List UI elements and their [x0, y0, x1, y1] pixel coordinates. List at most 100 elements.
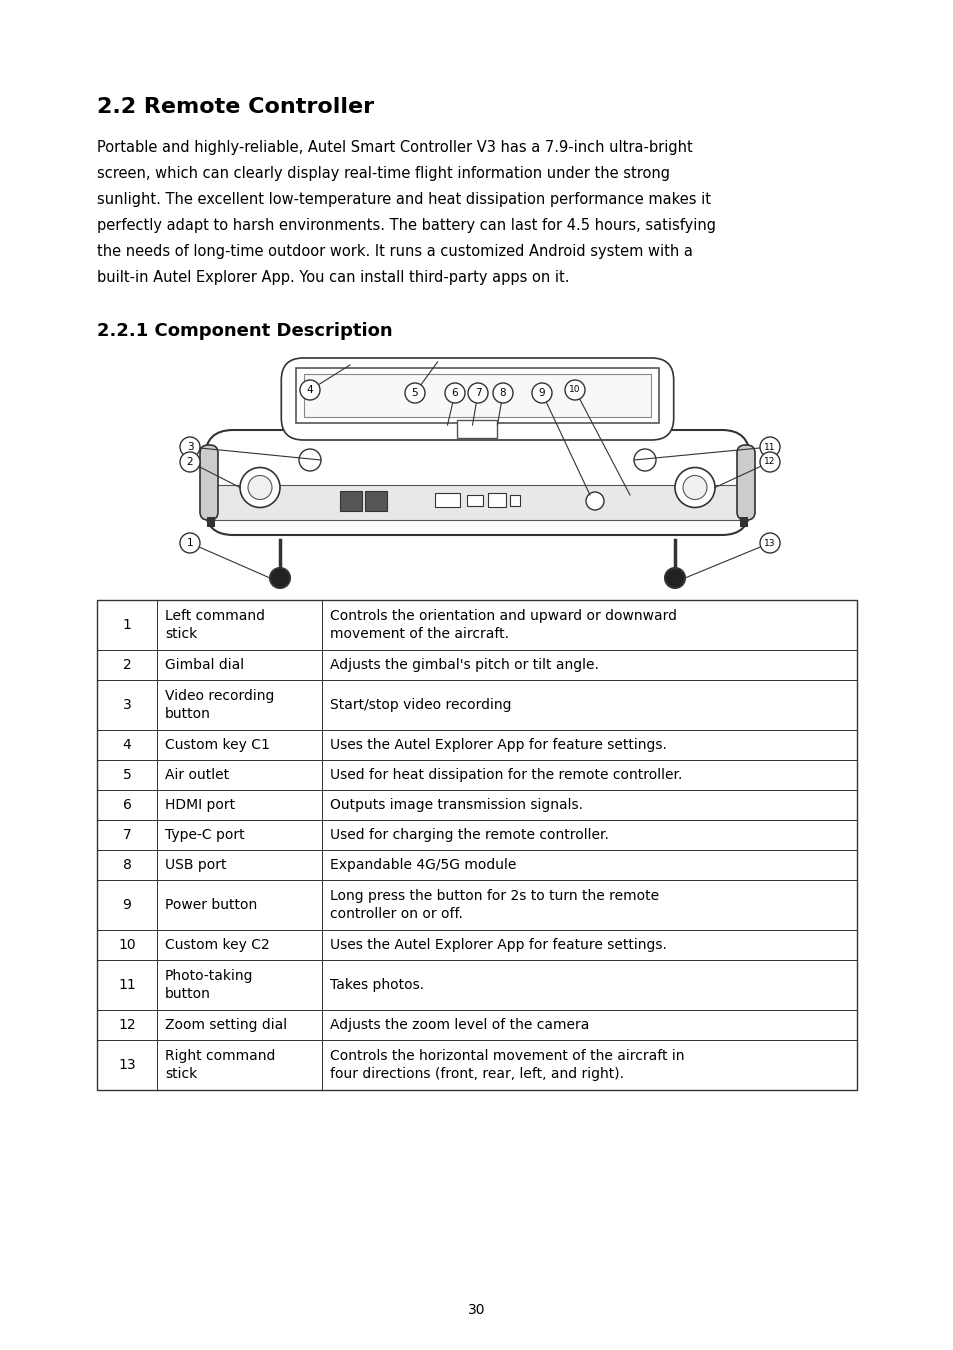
Bar: [339, 491, 361, 512]
Bar: [510, 495, 519, 506]
Circle shape: [180, 437, 200, 458]
Text: button: button: [165, 707, 211, 721]
Text: Gimbal dial: Gimbal dial: [165, 657, 244, 672]
Text: 13: 13: [118, 1058, 135, 1072]
Text: 10: 10: [569, 386, 580, 394]
Bar: [97, 599, 856, 1089]
Text: Power button: Power button: [165, 898, 257, 913]
Bar: [467, 495, 482, 506]
Bar: [97, 960, 856, 1010]
Text: Type-C port: Type-C port: [165, 828, 244, 842]
Circle shape: [405, 383, 424, 404]
Circle shape: [298, 450, 320, 471]
Text: 11: 11: [118, 977, 135, 992]
Circle shape: [270, 568, 290, 589]
Text: sunlight. The excellent low-temperature and heat dissipation performance makes i: sunlight. The excellent low-temperature …: [97, 192, 710, 207]
Text: 10: 10: [118, 938, 135, 952]
Text: Uses the Autel Explorer App for feature settings.: Uses the Autel Explorer App for feature …: [330, 938, 666, 952]
Text: Uses the Autel Explorer App for feature settings.: Uses the Autel Explorer App for feature …: [330, 738, 666, 752]
Text: Portable and highly-reliable, Autel Smart Controller V3 has a 7.9-inch ultra-bri: Portable and highly-reliable, Autel Smar…: [97, 140, 692, 155]
Circle shape: [675, 467, 714, 508]
Text: built-in Autel Explorer App. You can install third-party apps on it.: built-in Autel Explorer App. You can ins…: [97, 270, 569, 285]
Text: Video recording: Video recording: [165, 688, 274, 703]
Text: the needs of long-time outdoor work. It runs a customized Android system with a: the needs of long-time outdoor work. It …: [97, 244, 692, 259]
Text: 2: 2: [187, 458, 193, 467]
Text: 9: 9: [538, 387, 545, 398]
Circle shape: [760, 452, 780, 472]
Text: Takes photos.: Takes photos.: [330, 977, 424, 992]
Circle shape: [532, 383, 552, 404]
Bar: [457, 420, 497, 437]
Text: Adjusts the gimbal's pitch or tilt angle.: Adjusts the gimbal's pitch or tilt angle…: [330, 657, 598, 672]
Bar: [207, 485, 747, 520]
Text: 6: 6: [451, 387, 457, 398]
Circle shape: [760, 533, 780, 554]
Bar: [97, 730, 856, 760]
Text: 3: 3: [187, 441, 193, 452]
Text: controller on or off.: controller on or off.: [330, 907, 462, 921]
Circle shape: [760, 437, 780, 458]
Text: Used for charging the remote controller.: Used for charging the remote controller.: [330, 828, 608, 842]
Text: Right command: Right command: [165, 1049, 275, 1062]
Text: 9: 9: [122, 898, 132, 913]
Circle shape: [240, 467, 280, 508]
Bar: [488, 493, 505, 508]
FancyBboxPatch shape: [281, 358, 673, 440]
Text: four directions (front, rear, left, and right).: four directions (front, rear, left, and …: [330, 1066, 623, 1081]
Text: 2.2.1 Component Description: 2.2.1 Component Description: [97, 323, 393, 340]
Text: screen, which can clearly display real-time flight information under the strong: screen, which can clearly display real-t…: [97, 166, 669, 181]
Text: Custom key C1: Custom key C1: [165, 738, 270, 752]
Bar: [97, 850, 856, 880]
Bar: [97, 930, 856, 960]
Text: Long press the button for 2s to turn the remote: Long press the button for 2s to turn the…: [330, 890, 659, 903]
Bar: [97, 680, 856, 730]
Text: Outputs image transmission signals.: Outputs image transmission signals.: [330, 798, 582, 811]
Circle shape: [299, 379, 319, 400]
Bar: [435, 493, 459, 508]
Circle shape: [664, 568, 684, 589]
Text: Photo-taking: Photo-taking: [165, 969, 253, 983]
Bar: [97, 819, 856, 850]
Text: stick: stick: [165, 1066, 197, 1081]
Text: 11: 11: [763, 443, 775, 451]
Bar: [365, 491, 387, 512]
Text: 1: 1: [122, 618, 132, 632]
Text: Controls the horizontal movement of the aircraft in: Controls the horizontal movement of the …: [330, 1049, 684, 1062]
Circle shape: [468, 383, 488, 404]
Circle shape: [444, 383, 464, 404]
Text: USB port: USB port: [165, 859, 226, 872]
Bar: [97, 1010, 856, 1040]
Bar: [296, 369, 658, 423]
Bar: [97, 649, 856, 680]
Circle shape: [248, 475, 272, 500]
Text: Start/stop video recording: Start/stop video recording: [330, 698, 511, 711]
Bar: [304, 374, 650, 417]
Text: 7: 7: [475, 387, 481, 398]
Text: 8: 8: [122, 859, 132, 872]
Text: 5: 5: [123, 768, 132, 782]
Bar: [97, 790, 856, 819]
Text: 13: 13: [763, 539, 775, 548]
Bar: [740, 517, 747, 526]
Text: Custom key C2: Custom key C2: [165, 938, 270, 952]
Text: Expandable 4G/5G module: Expandable 4G/5G module: [330, 859, 516, 872]
Text: 5: 5: [412, 387, 417, 398]
Text: Used for heat dissipation for the remote controller.: Used for heat dissipation for the remote…: [330, 768, 681, 782]
Text: Left command: Left command: [165, 609, 265, 622]
Text: 2: 2: [123, 657, 132, 672]
Text: stick: stick: [165, 626, 197, 641]
Text: HDMI port: HDMI port: [165, 798, 234, 811]
Bar: [97, 760, 856, 790]
Bar: [97, 880, 856, 930]
Circle shape: [180, 452, 200, 472]
Text: 4: 4: [123, 738, 132, 752]
Text: Zoom setting dial: Zoom setting dial: [165, 1018, 287, 1031]
Bar: [97, 1040, 856, 1089]
Bar: [207, 517, 214, 526]
Text: 4: 4: [306, 385, 313, 396]
Circle shape: [682, 475, 706, 500]
Text: 30: 30: [468, 1303, 485, 1318]
Text: perfectly adapt to harsh environments. The battery can last for 4.5 hours, satis: perfectly adapt to harsh environments. T…: [97, 217, 716, 234]
Bar: [97, 599, 856, 649]
FancyBboxPatch shape: [200, 446, 218, 520]
